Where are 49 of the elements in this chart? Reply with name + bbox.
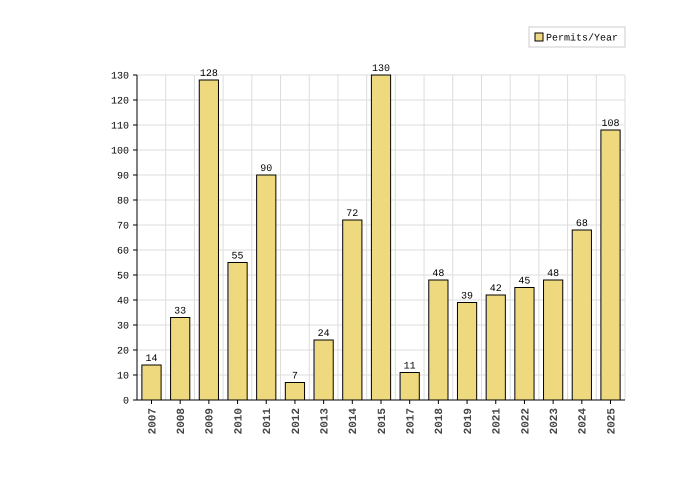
data-label: 55 bbox=[232, 252, 244, 262]
x-tick-label: 2007 bbox=[147, 408, 160, 434]
y-tick-label: 120 bbox=[110, 96, 129, 108]
data-label: 72 bbox=[346, 209, 358, 220]
data-label: 48 bbox=[432, 269, 444, 280]
data-label: 24 bbox=[318, 329, 330, 340]
y-tick-label: 20 bbox=[116, 346, 129, 358]
y-tick-label: 90 bbox=[116, 172, 129, 182]
x-tick-label: 2011 bbox=[262, 408, 274, 434]
y-tick-label: 0 bbox=[122, 396, 129, 408]
data-label: 7 bbox=[292, 372, 298, 382]
x-tick-label: 2021 bbox=[492, 408, 504, 434]
x-tick-label: 2025 bbox=[606, 408, 618, 434]
data-label: 68 bbox=[576, 219, 588, 230]
data-label: 11 bbox=[404, 362, 416, 372]
x-tick-label: 2012 bbox=[290, 408, 303, 434]
x-tick-label: 2009 bbox=[204, 408, 217, 434]
x-tick-label: 2022 bbox=[520, 408, 532, 434]
y-tick-label: 70 bbox=[116, 222, 129, 232]
data-label: 128 bbox=[200, 69, 218, 80]
y-tick-label: 60 bbox=[116, 246, 129, 258]
x-tick-label: 2015 bbox=[376, 408, 389, 434]
y-tick-label: 10 bbox=[116, 372, 129, 382]
x-tick-label: 2008 bbox=[176, 408, 188, 434]
x-tick-label: 2013 bbox=[319, 408, 332, 434]
y-tick-label: 100 bbox=[110, 146, 129, 158]
x-tick-label: 2017 bbox=[406, 408, 418, 434]
x-tick-label: 2018 bbox=[434, 408, 446, 434]
x-tick-label: 2010 bbox=[233, 408, 246, 434]
x-tick-label: 2023 bbox=[548, 408, 561, 434]
x-tick-label: 2019 bbox=[462, 408, 475, 434]
y-tick-label: 30 bbox=[116, 322, 129, 332]
legend-label: Permits/Year bbox=[546, 32, 618, 44]
y-tick-label: 80 bbox=[116, 196, 129, 208]
y-tick-label: 50 bbox=[116, 272, 129, 282]
data-label: 42 bbox=[490, 284, 502, 295]
data-label: 90 bbox=[260, 164, 272, 175]
y-tick-label: 40 bbox=[116, 296, 129, 308]
data-label: 48 bbox=[547, 269, 560, 280]
x-tick-label: 2014 bbox=[348, 408, 360, 434]
data-label: 14 bbox=[145, 354, 158, 365]
y-tick-label: 110 bbox=[110, 122, 129, 132]
data-label: 39 bbox=[461, 292, 474, 302]
y-tick-label: 130 bbox=[110, 72, 129, 82]
x-tick-label: 2024 bbox=[578, 408, 590, 434]
data-label: 33 bbox=[174, 306, 186, 318]
data-label: 108 bbox=[602, 119, 620, 130]
data-label: 45 bbox=[518, 276, 530, 288]
data-label: 130 bbox=[372, 64, 390, 75]
